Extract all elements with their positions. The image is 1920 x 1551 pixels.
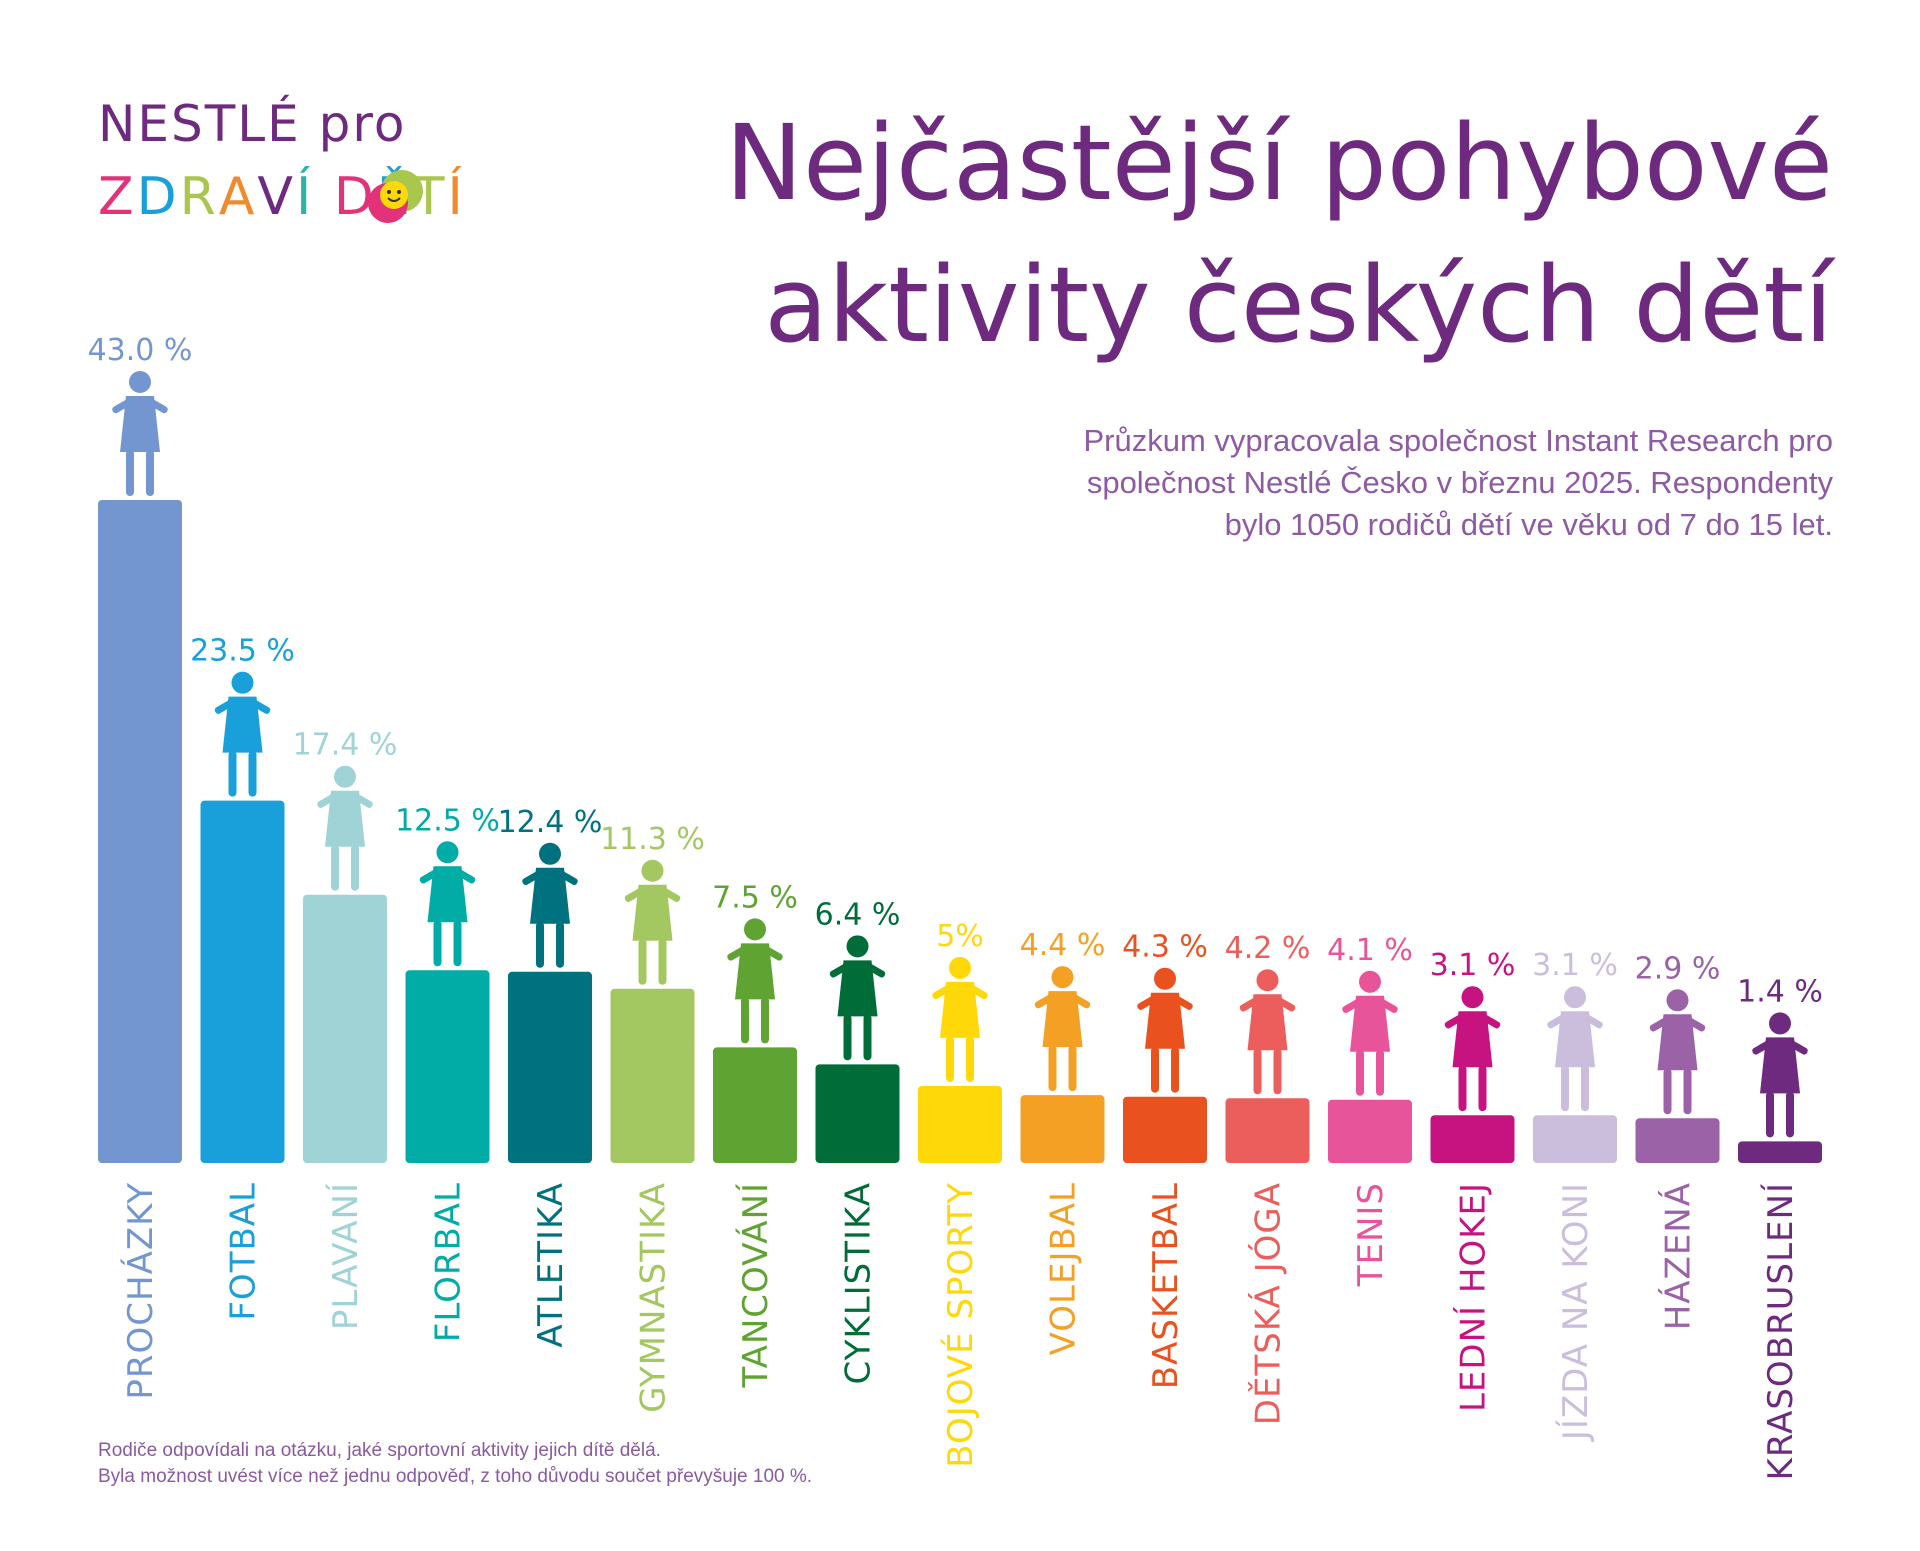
value-label-7: 7.5 %: [712, 880, 798, 915]
category-label-15: JÍZDA NA KONI: [1555, 1182, 1596, 1442]
figure-2-icon: [214, 671, 271, 797]
bar-5: [508, 971, 592, 1163]
value-label-9: 5%: [936, 919, 984, 954]
figure-1-icon: [112, 371, 168, 496]
logo-letter: Í: [447, 167, 466, 227]
bar-14: [1430, 1115, 1515, 1163]
bar-17: [1738, 1141, 1822, 1163]
footnote-line1: Rodiče odpovídali na otázku, jaké sporto…: [98, 1440, 661, 1461]
figure-3-icon: [317, 765, 373, 891]
subtitle-line2: společnost Nestlé Česko v březnu 2025. R…: [1086, 465, 1833, 500]
category-label-16: HÁZENÁ: [1658, 1182, 1699, 1330]
figure-17-icon: [1752, 1012, 1808, 1138]
category-label-5: ATLETIKA: [531, 1182, 571, 1348]
value-label-8: 6.4 %: [815, 897, 901, 932]
category-label-17: KRASOBRUSLENÍ: [1760, 1182, 1801, 1480]
value-label-1: 43.0 %: [88, 333, 193, 368]
logo-letter: Í: [295, 167, 315, 227]
category-label-7: TANCOVÁNÍ: [735, 1182, 776, 1389]
bar-3: [303, 894, 387, 1163]
category-label-2: FOTBAL: [224, 1182, 264, 1321]
subtitle: Průzkum vypracovala společnost Instant R…: [873, 420, 1833, 546]
logo-letter: D: [136, 167, 180, 227]
title-line1: Nejčastější pohybové: [725, 102, 1833, 224]
bar-6: [610, 988, 695, 1163]
figure-9-icon: [932, 956, 988, 1082]
figure-6-icon: [624, 859, 681, 985]
figure-14-icon: [1444, 986, 1501, 1112]
value-label-14: 3.1 %: [1430, 948, 1516, 983]
category-label-6: GYMNASTIKA: [634, 1182, 674, 1413]
logo-letter: R: [179, 167, 219, 227]
category-label-8: CYKLISTIKA: [839, 1182, 879, 1385]
bar-16: [1635, 1118, 1720, 1163]
smiley-badge-icon: [368, 170, 423, 223]
value-label-4: 12.5 %: [395, 803, 500, 838]
bar-4: [405, 970, 490, 1163]
bar-11: [1123, 1096, 1207, 1163]
page-title: Nejčastější pohybové aktivity českých dě…: [725, 92, 1833, 376]
figure-7-icon: [727, 918, 783, 1044]
value-label-12: 4.2 %: [1225, 931, 1311, 966]
logo-letter: D: [333, 167, 377, 227]
logo-line1: NESTLÉ pro: [98, 95, 407, 153]
category-label-3: PLAVANÍ: [325, 1182, 366, 1330]
category-label-1: PROCHÁZKY: [120, 1182, 161, 1400]
category-label-11: BASKETBAL: [1146, 1182, 1186, 1389]
category-label-12: DĚTSKÁ JÓGA: [1248, 1182, 1289, 1425]
category-label-10: VOLEJBAL: [1044, 1182, 1084, 1355]
value-label-13: 4.1 %: [1327, 933, 1413, 968]
subtitle-line3: bylo 1050 rodičů dětí ve věku od 7 do 15…: [1224, 507, 1833, 542]
title-line2: aktivity českých dětí: [764, 244, 1833, 366]
value-label-5: 12.4 %: [498, 805, 603, 840]
bar-15: [1533, 1115, 1617, 1163]
figure-12-icon: [1239, 969, 1296, 1095]
figure-15-icon: [1547, 986, 1603, 1112]
figure-4-icon: [419, 841, 476, 967]
logo-letter: V: [257, 167, 296, 227]
logo: NESTLÉ pro ZDRAVÍ DĚTÍ: [98, 95, 463, 235]
value-label-3: 17.4 %: [293, 728, 398, 763]
bar-7: [713, 1047, 797, 1163]
footnote-line2: Byla možnost uvést více než jednu odpově…: [98, 1466, 813, 1487]
figure-8-icon: [829, 935, 886, 1061]
logo-letter: Z: [98, 167, 137, 227]
subtitle-line1: Průzkum vypracovala společnost Instant R…: [1083, 423, 1833, 458]
value-label-2: 23.5 %: [190, 634, 295, 669]
figure-11-icon: [1137, 967, 1193, 1093]
bar-13: [1328, 1099, 1412, 1163]
bar-10: [1020, 1095, 1105, 1163]
figure-5-icon: [522, 842, 578, 968]
category-label-9: BOJOVÉ SPORTY: [940, 1182, 981, 1468]
value-label-16: 2.9 %: [1635, 951, 1721, 986]
logo-letter: A: [218, 167, 258, 227]
category-label-14: LEDNÍ HOKEJ: [1453, 1182, 1494, 1412]
bar-9: [918, 1085, 1002, 1163]
bar-12: [1225, 1098, 1310, 1163]
bar-8: [815, 1064, 900, 1163]
figure-16-icon: [1649, 989, 1706, 1115]
figure-10-icon: [1034, 966, 1091, 1092]
value-label-10: 4.4 %: [1020, 928, 1106, 963]
value-label-15: 3.1 %: [1532, 948, 1618, 983]
bar-2: [200, 800, 285, 1163]
value-label-17: 1.4 %: [1737, 974, 1823, 1009]
bar-1: [98, 500, 182, 1163]
figure-13-icon: [1342, 970, 1398, 1096]
category-label-4: FLORBAL: [429, 1182, 469, 1342]
value-label-6: 11.3 %: [600, 822, 705, 857]
category-label-13: TENIS: [1351, 1182, 1391, 1287]
value-label-11: 4.3 %: [1122, 930, 1208, 965]
footnote: Rodiče odpovídali na otázku, jaké sporto…: [98, 1438, 812, 1490]
